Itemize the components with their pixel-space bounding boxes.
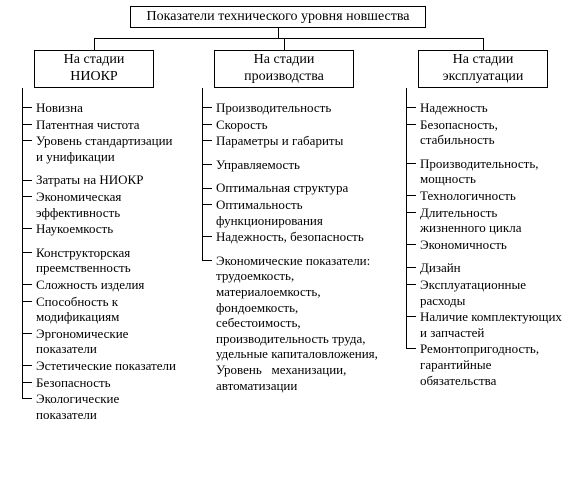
list-item: Ремонтопригодность, гарантийные обязател… <box>406 341 566 389</box>
list-item: Способность к модификациям <box>22 294 182 326</box>
list-item: Производительность <box>202 100 382 117</box>
title-text: Показатели технического уровня новшества <box>147 9 410 26</box>
list-item: Экологические показатели <box>22 391 182 423</box>
list-item: Наличие комплектующих и запчастей <box>406 309 566 341</box>
list-item: Параметры и габариты <box>202 133 382 150</box>
list-item: Эстетические показатели <box>22 358 182 375</box>
list-item: Эксплуатационные расходы <box>406 277 566 309</box>
list-item: Управляемость <box>202 157 382 174</box>
header-line: На стадии <box>64 52 125 69</box>
header-line: эксплуатации <box>443 69 524 86</box>
list-item: Производительность, мощность <box>406 156 566 188</box>
list-item: Конструкторская преемственность <box>22 245 182 277</box>
list-item: Безопасность, стабильность <box>406 117 566 149</box>
list-item: Новизна <box>22 100 182 117</box>
header-line: На стадии <box>453 52 514 69</box>
connector-drop-2 <box>284 38 285 50</box>
title-box: Показатели технического уровня новшества <box>130 6 426 28</box>
list-item: Уровень стандартизации и унификации <box>22 133 182 165</box>
connector-drop-1 <box>94 38 95 50</box>
list-item: Экономические показатели: трудоемкость, … <box>202 253 382 394</box>
list-item: Надежность, безопасность <box>202 229 382 246</box>
list-item: Экономичность <box>406 237 566 254</box>
list-item: Надежность <box>406 100 566 117</box>
list-item: Экономическая эффективность <box>22 189 182 221</box>
header-niokr: На стадии НИОКР <box>34 50 154 88</box>
header-production: На стадии производства <box>214 50 354 88</box>
connector-drop-3 <box>483 38 484 50</box>
list-item: Длительность жизненного цикла <box>406 205 566 237</box>
connector-horizontal <box>94 38 483 39</box>
list-item: Эргономические показатели <box>22 326 182 358</box>
list-item: Дизайн <box>406 260 566 277</box>
list-item: Скорость <box>202 117 382 134</box>
list-item: Наукоемкость <box>22 221 182 238</box>
list-exploitation: НадежностьБезопасность, стабильность Прои… <box>406 100 566 389</box>
header-line: На стадии <box>254 52 315 69</box>
list-item: Патентная чистота <box>22 117 182 134</box>
list-item: Оптимальность функционирования <box>202 197 382 229</box>
header-line: производства <box>244 69 324 86</box>
list-production: ПроизводительностьСкоростьПараметры и га… <box>202 100 382 394</box>
header-exploitation: На стадии эксплуатации <box>418 50 548 88</box>
connector-stem <box>278 28 279 38</box>
list-item: Затраты на НИОКР <box>22 172 182 189</box>
list-item: Технологичность <box>406 188 566 205</box>
list-item: Сложность изделия <box>22 277 182 294</box>
header-line: НИОКР <box>70 69 117 86</box>
list-item: Оптимальная структура <box>202 180 382 197</box>
list-item: Безопасность <box>22 375 182 392</box>
list-niokr: НовизнаПатентная чистотаУровень стандарт… <box>22 100 182 423</box>
